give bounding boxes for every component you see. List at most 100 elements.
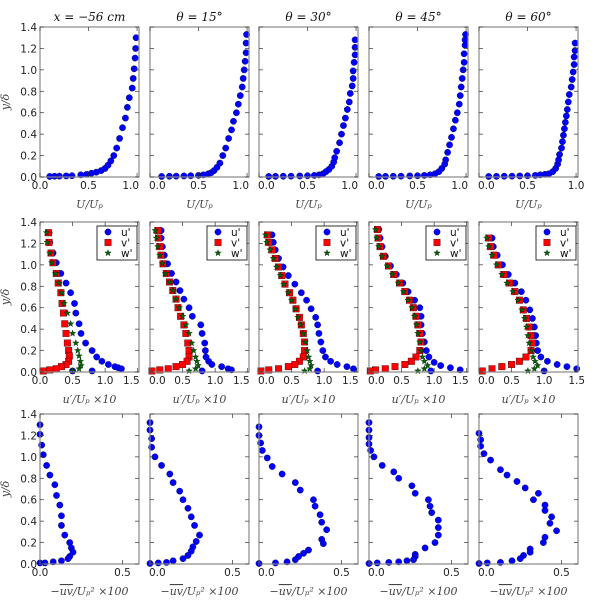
- data-point: [46, 471, 54, 479]
- data-point: [64, 555, 72, 562]
- data-point: [410, 556, 417, 564]
- x-tick-label: 1.0: [341, 180, 358, 192]
- legend-label: u': [340, 227, 350, 239]
- x-tick-label: 0.5: [114, 567, 131, 579]
- data-point: [521, 484, 529, 492]
- data-point: [391, 363, 399, 371]
- data-point: [191, 364, 200, 372]
- data-point: [278, 470, 286, 478]
- data-point: [345, 98, 353, 106]
- data-point: [296, 172, 304, 180]
- data-point: [448, 134, 455, 141]
- data-point: [460, 59, 468, 66]
- data-point: [66, 319, 75, 327]
- axes-frame: [258, 221, 359, 373]
- data-point: [541, 507, 549, 514]
- x-axis-label: U/Uₚ: [295, 198, 322, 211]
- data-point: [503, 279, 511, 287]
- data-point: [257, 367, 265, 375]
- data-point: [417, 346, 425, 354]
- data-point: [176, 287, 184, 294]
- data-point: [242, 39, 250, 47]
- data-point: [258, 447, 266, 454]
- data-point: [304, 353, 313, 361]
- legend-marker-u: [433, 228, 441, 236]
- data-point: [72, 339, 80, 347]
- data-point: [446, 141, 453, 149]
- x-tick-label: 1.5: [452, 375, 469, 387]
- axes-frame: [149, 221, 250, 373]
- series-u: [146, 419, 203, 567]
- data-point: [425, 496, 432, 504]
- subplot-r2-c2: 0.0 0.5 1.0 1.5 u′/Uₚ ×10 u'v'w': [148, 221, 250, 406]
- y-tick-label: 0.4: [20, 516, 37, 528]
- legend-box: [425, 225, 467, 261]
- data-point: [43, 462, 50, 469]
- data-point: [88, 367, 96, 375]
- data-point: [62, 279, 70, 287]
- x-tick-label: 1.0: [97, 375, 114, 387]
- x-tick-label: 1.5: [568, 375, 585, 387]
- y-tick-label: 0.8: [20, 281, 37, 293]
- data-point: [60, 299, 68, 307]
- x-tick-label: 0.0: [478, 567, 495, 579]
- data-point: [556, 151, 563, 158]
- y-tick-label: 0.0: [20, 559, 37, 571]
- data-point: [208, 361, 216, 368]
- data-point: [196, 531, 203, 539]
- column-title: θ = 45°: [395, 10, 441, 24]
- data-point: [331, 154, 339, 162]
- data-point: [197, 321, 205, 329]
- data-point: [62, 172, 70, 180]
- legend-box: [206, 225, 248, 261]
- data-point: [515, 357, 523, 365]
- y-tick-label: 0.8: [20, 473, 37, 485]
- column-title: x = −56 cm: [54, 10, 126, 24]
- x-tick-label: 0.0: [368, 375, 385, 387]
- subplot-r1-c5: 0.0 0.5 1.0 U/Uₚ: [478, 26, 584, 211]
- x-axis-label: −uv/Uₚ² ×100: [489, 585, 567, 598]
- x-label-part: U/Uₚ: [515, 198, 542, 211]
- data-point: [349, 67, 357, 75]
- x-tick-label: 0.5: [409, 180, 426, 192]
- data-point: [460, 50, 468, 58]
- data-point: [284, 272, 292, 279]
- x-tick-label: 0.5: [299, 180, 316, 192]
- data-point: [118, 365, 125, 373]
- data-point: [527, 346, 535, 354]
- data-point: [305, 546, 312, 554]
- data-point: [456, 92, 464, 99]
- legend-label: w': [340, 248, 351, 260]
- data-point: [154, 242, 162, 250]
- data-point: [388, 270, 397, 278]
- data-point: [158, 462, 165, 469]
- plot-area: [259, 414, 358, 564]
- data-point: [193, 357, 201, 365]
- data-point: [311, 502, 319, 510]
- series-w: [151, 226, 202, 375]
- legend-label: w': [231, 248, 242, 260]
- data-point: [182, 321, 190, 328]
- data-point: [485, 242, 493, 250]
- x-tick-label: 0.0: [32, 567, 49, 579]
- data-point: [513, 478, 521, 485]
- y-tick-label: 1.0: [20, 65, 37, 77]
- x-label-overline: uv: [60, 585, 74, 598]
- x-label-overline: uv: [499, 585, 513, 598]
- y-tick-label: 1.4: [20, 409, 37, 421]
- legend-label: u': [560, 227, 570, 239]
- data-point: [418, 353, 427, 361]
- column-title: θ = 30°: [285, 10, 331, 24]
- legend-label: v': [560, 238, 569, 250]
- data-point: [56, 501, 64, 509]
- data-point: [243, 31, 250, 38]
- legend-label: v': [121, 238, 130, 250]
- data-point: [63, 309, 71, 317]
- data-point: [185, 304, 193, 312]
- data-point: [333, 147, 340, 155]
- data-point: [216, 159, 224, 167]
- data-point: [509, 287, 517, 295]
- data-point: [52, 365, 60, 373]
- data-point: [524, 331, 532, 339]
- data-point: [176, 487, 184, 495]
